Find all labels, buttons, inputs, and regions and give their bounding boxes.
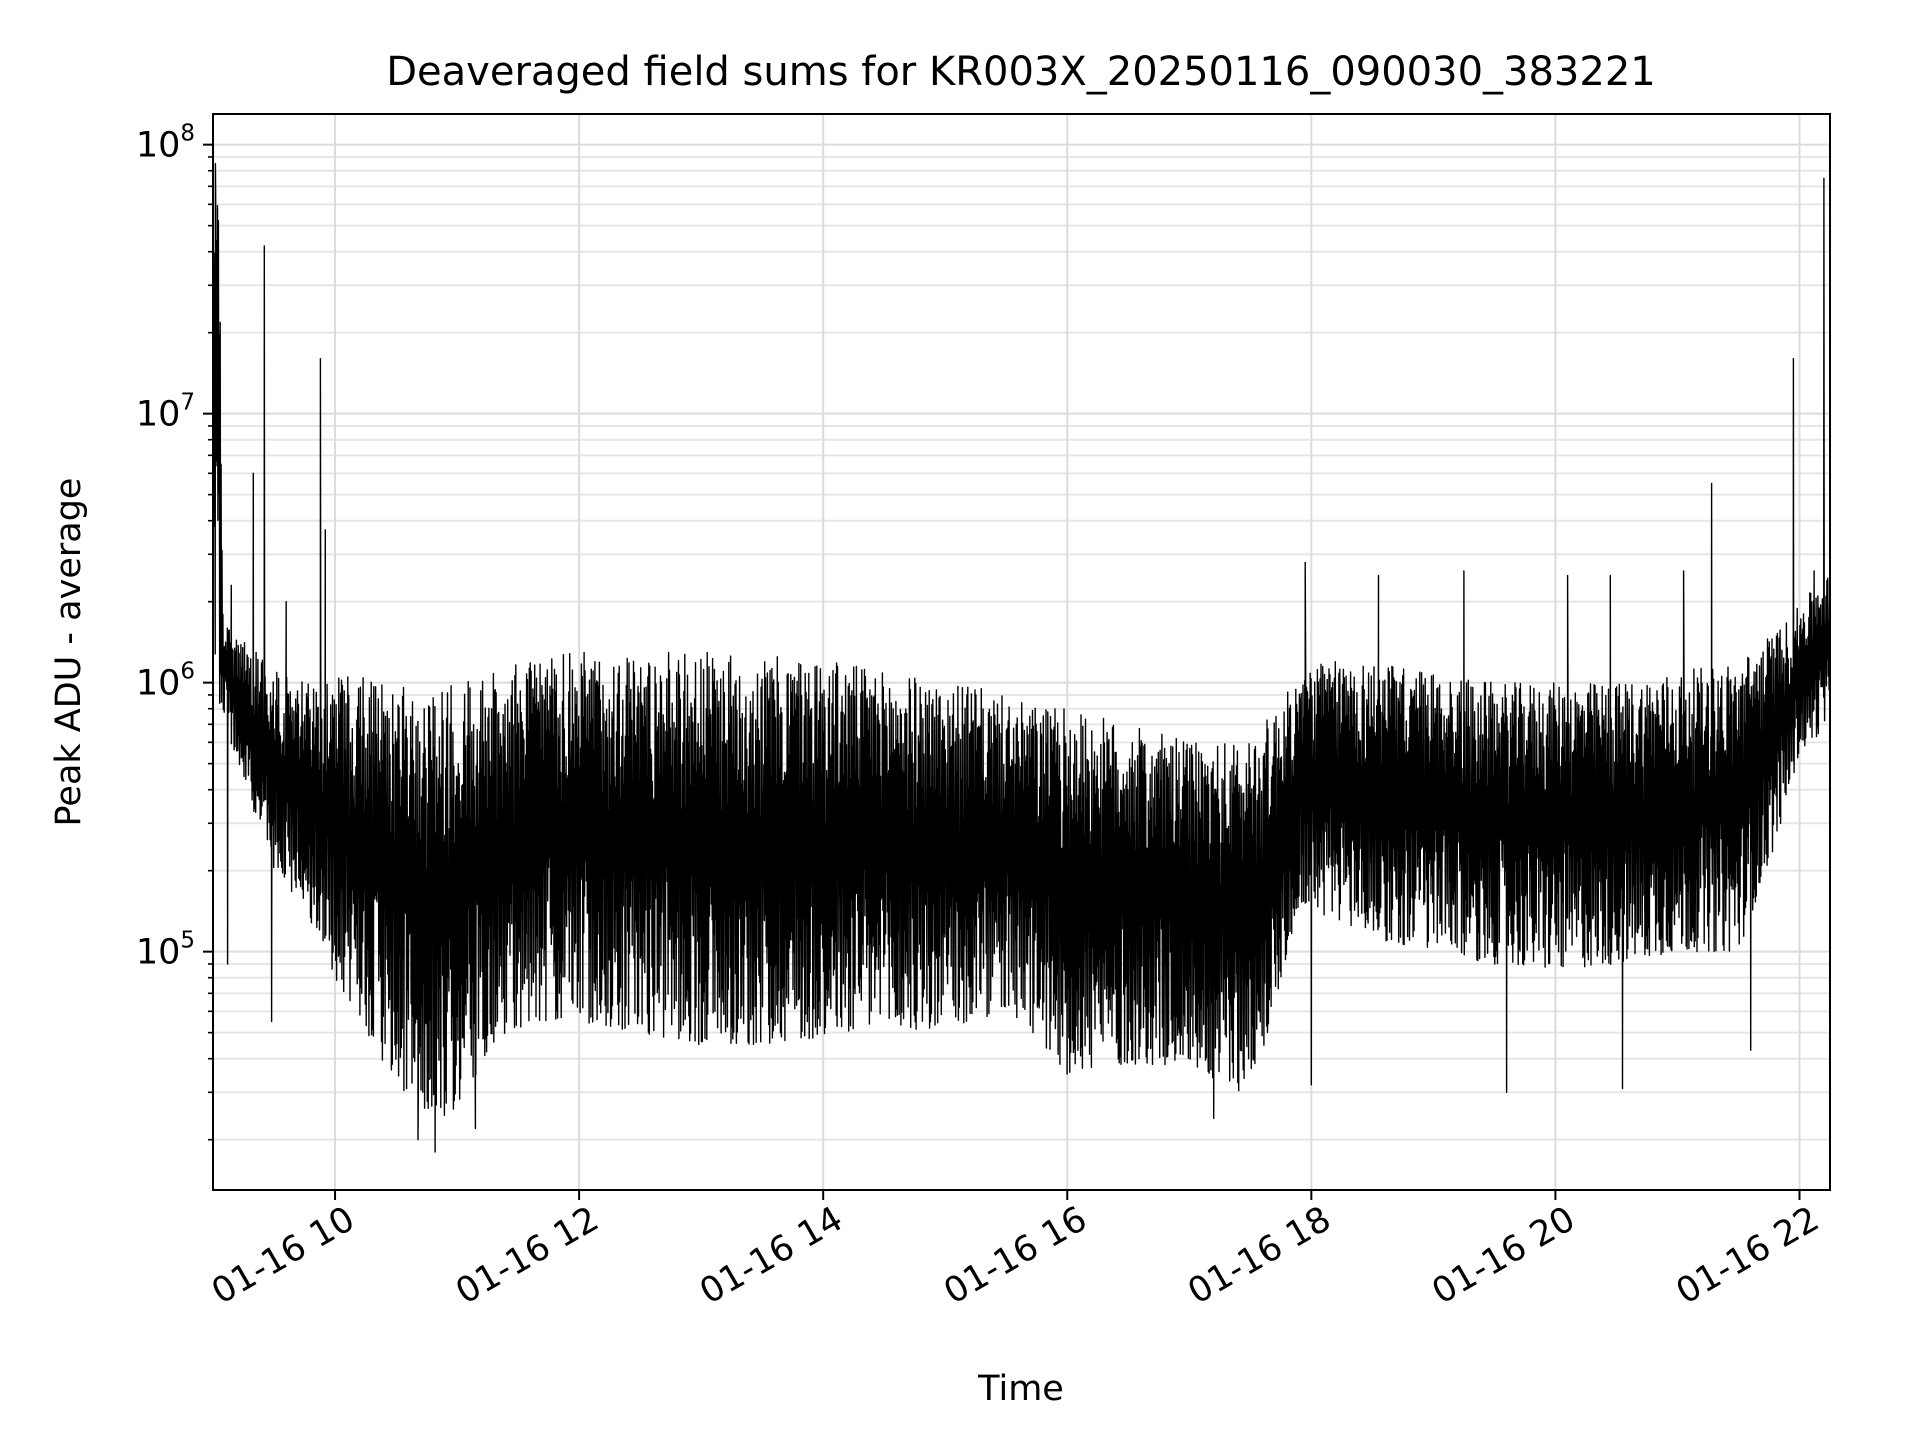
- data-series: [213, 162, 1830, 1153]
- y-tick-label: 106: [136, 659, 195, 704]
- y-tick-label: 108: [136, 121, 195, 166]
- chart-title: Deaveraged field sums for KR003X_2025011…: [386, 49, 1655, 95]
- y-tick-label: 107: [136, 390, 195, 435]
- plot-frame: [212, 113, 1831, 1191]
- y-axis: 105 106 107 108: [136, 121, 213, 1141]
- y-axis-label: Peak ADU - average: [49, 478, 89, 827]
- y-tick-label: 105: [136, 928, 195, 973]
- series-line: [213, 162, 1830, 1153]
- x-axis-label: Time: [977, 1369, 1064, 1409]
